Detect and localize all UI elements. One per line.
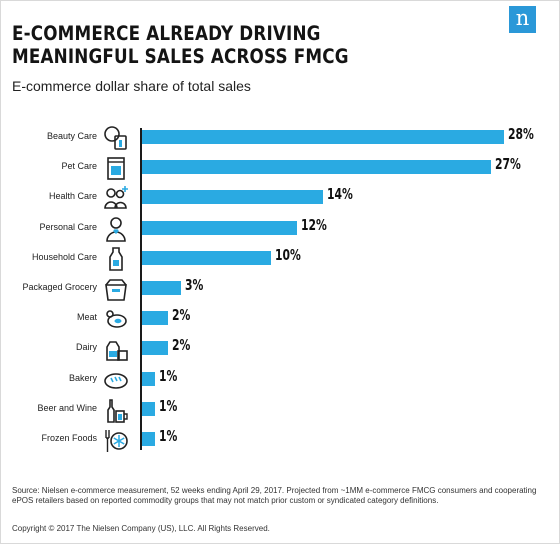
bar [142,341,168,356]
bar-row: Personal Care 12% [0,214,560,244]
data-label: 28% [508,125,534,143]
nielsen-logo-icon: n [509,6,536,33]
category-label: Beauty Care [46,131,97,141]
bar-row: Health Care 14% [0,183,560,213]
personal-care-icon [102,215,130,243]
data-label: 2% [171,306,191,325]
bar-row: Frozen Foods 1% [0,425,560,455]
dairy-icon [102,335,130,363]
bar [142,220,298,235]
bar-row: Packaged Grocery 3% [0,274,560,304]
bar-row: Beauty Care 28% [0,123,560,153]
data-label: 2% [171,336,191,355]
copyright-note: Copyright © 2017 The Nielsen Company (US… [12,524,270,533]
data-label: 1% [158,366,178,385]
health-care-icon [102,184,130,212]
bar [142,281,181,295]
data-label: 27% [495,155,521,174]
source-note: Source: Nielsen e-commerce measurement, … [12,486,537,505]
data-label: 3% [184,276,204,294]
category-label: Frozen Foods [41,433,97,443]
bakery-icon [102,366,130,394]
frozen-foods-icon [102,426,130,454]
bar [142,311,168,326]
category-label: Personal Care [39,221,97,232]
category-label: Beer and Wine [37,402,97,413]
category-label: Health Care [48,191,97,202]
category-label: Bakery [68,372,97,383]
category-label: Meat [76,312,97,323]
bar [142,401,155,416]
data-label: 10% [275,245,302,264]
category-label: Dairy [75,342,97,353]
data-label: 14% [327,185,353,204]
data-label: 1% [158,427,178,445]
household-care-icon [102,245,130,273]
beauty-care-icon [102,124,130,152]
chart-subtitle: E-commerce dollar share of total sales [12,78,251,94]
chart-title: E-COMMERCE ALREADY DRIVING MEANINGFUL SA… [12,22,349,68]
bar [142,190,323,205]
bar [142,371,155,386]
bar [142,432,155,446]
beer-and-wine-icon [102,396,130,424]
packaged-grocery-icon [102,275,130,303]
pet-care-icon [102,154,130,182]
category-label: Packaged Grocery [22,282,97,292]
bar [142,130,504,144]
data-label: 1% [158,396,178,415]
bar-row: Pet Care 27% [0,153,560,183]
meat-icon [102,305,130,333]
category-axis [140,128,142,450]
bar-row: Dairy 2% [0,334,560,364]
category-label: Household Care [31,251,97,262]
bar-row: Beer and Wine 1% [0,395,560,425]
bar [142,250,272,265]
bar-row: Household Care 10% [0,244,560,274]
category-label: Pet Care [61,161,97,172]
bar [142,160,492,175]
data-label: 12% [301,215,327,234]
bar-row: Bakery 1% [0,365,560,395]
bar-row: Meat 2% [0,304,560,334]
